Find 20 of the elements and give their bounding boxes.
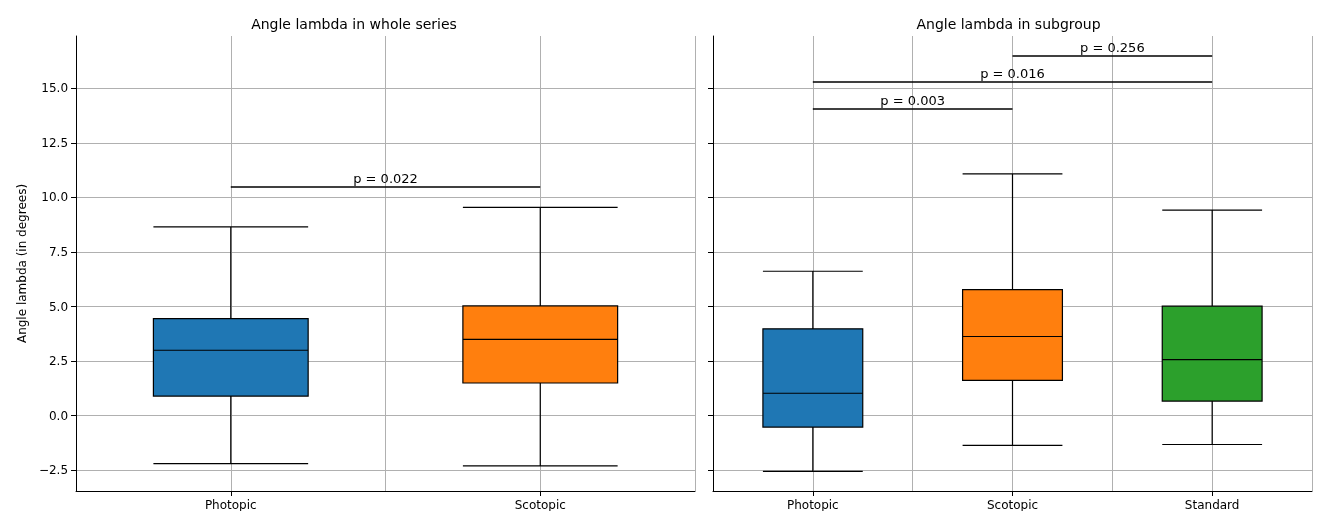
x-tick-label: Photopic [786,498,839,512]
y-tick-label: 5.0 [48,299,69,314]
x-tick-label: Scotopic [514,498,566,512]
y-tick-label: −2.5 [38,463,69,478]
x-tick-label: Scotopic [986,498,1039,512]
y-axis-title: Angle lambda (in degrees) [15,183,29,344]
y-tick-label: 7.5 [48,245,69,260]
annotation: p = 0.022 [353,170,418,186]
x-tick-label: Photopic [204,498,257,512]
y-tick-label: 15.0 [41,81,69,96]
annotation: p = 0.003 [880,92,945,108]
y-tick-label: 2.5 [48,354,69,369]
chart-title: Angle lambda in whole series [251,16,457,32]
y-tick-label: 10.0 [41,190,69,205]
x-tick-label: Standard [1184,498,1240,512]
chart-title: Angle lambda in subgroup [916,16,1101,32]
y-tick-label: 0.0 [48,408,69,423]
annotation: p = 0.016 [980,66,1045,82]
annotation: p = 0.256 [1080,39,1145,55]
y-tick-label: 12.5 [41,135,69,150]
